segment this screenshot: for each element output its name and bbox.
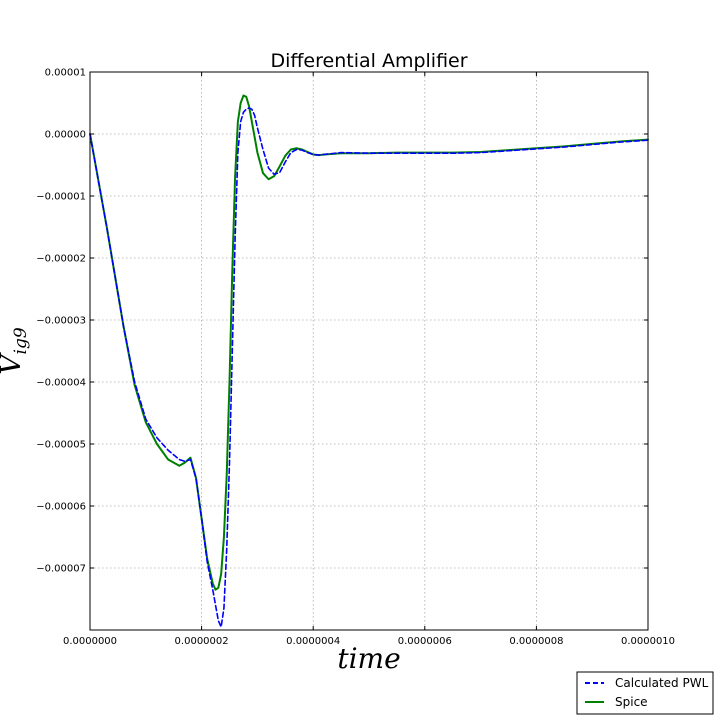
x-tick-label: 0.0000000 [63,636,117,647]
x-tick-label: 0.0000002 [175,636,229,647]
y-axis-label-subscript: ig9 [11,327,31,354]
tick-layer: 0.0000000 0.0000002 0.0000004 0.0000006 0.00… [36,68,675,648]
series-line-calculated-pwl [89,107,649,628]
y-tick-label: 0.00000 [45,130,86,141]
plot-frame [89,71,649,631]
grid-layer [90,72,648,630]
y-tick-label: −0.00002 [36,254,86,265]
series-layer [89,94,649,628]
series-line-spice [89,94,649,591]
legend-box [576,671,714,715]
y-tick-label: −0.00001 [36,192,86,203]
y-tick-label: −0.00005 [36,440,86,451]
y-axis-label: Vig9 [0,327,31,375]
chart-title: Differential Amplifier [270,50,467,72]
x-tick-label: 0.0000004 [286,636,340,647]
y-tick-label: −0.00003 [36,316,86,327]
y-tick-label: −0.00004 [36,378,86,389]
x-axis-label: time [337,642,400,675]
legend-label-spice: Spice [615,695,648,709]
x-tick-label: 0.0000006 [398,636,452,647]
x-tick-label: 0.0000010 [621,636,675,647]
x-tick-label: 0.0000008 [509,636,563,647]
y-axis-label-main: V [0,352,27,375]
legend-label-pwl: Calculated PWL [615,676,709,690]
legend: Calculated PWL Spice [576,671,714,715]
y-tick-label: −0.00007 [36,564,86,575]
y-tick-label: −0.00006 [36,502,86,513]
y-tick-label: 0.00001 [45,68,86,79]
